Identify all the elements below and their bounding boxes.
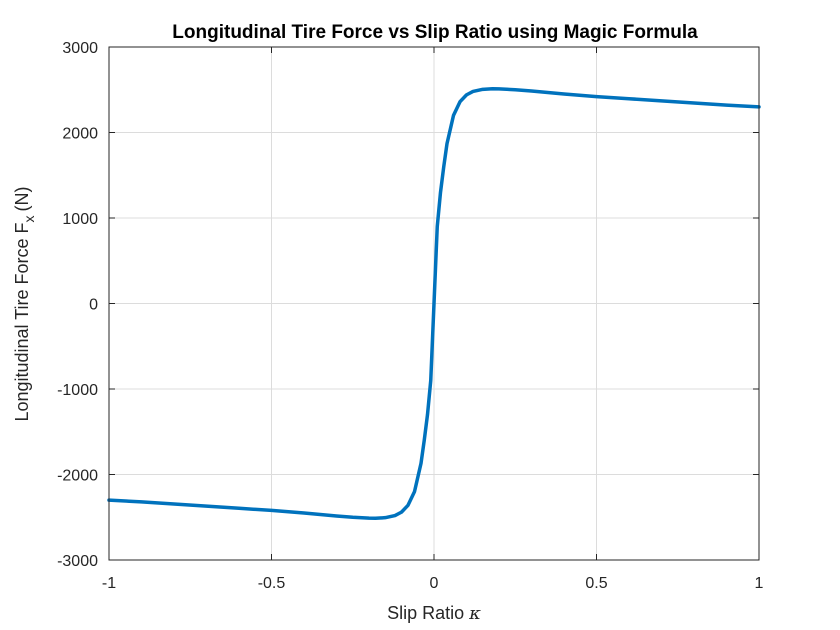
y-tick-label: 3000 [62,40,98,57]
y-axis-label: Longitudinal Tire Force Fx (N) [12,186,37,421]
x-axis: -1 -0.5 0 0.5 1 [102,47,764,592]
x-tick-label: -0.5 [258,575,286,592]
y-axis: -3000 -2000 -1000 0 1000 2000 3000 [57,40,759,570]
y-tick-label: 1000 [62,211,98,228]
x-axis-label-symbol: κ [468,603,481,624]
series-line-0 [107,86,761,521]
x-tick-label: 0.5 [585,575,607,592]
x-tick-label: 0 [430,575,439,592]
y-tick-label: -2000 [57,468,98,485]
y-tick-label: -3000 [57,553,98,570]
y-axis-label-unit: (N) [12,186,32,211]
x-tick-label: -1 [102,575,116,592]
x-axis-label: Slip Ratio κ [387,603,481,624]
y-tick-label: 2000 [62,126,98,143]
plot-area [107,86,761,521]
chart-title: Longitudinal Tire Force vs Slip Ratio us… [172,22,698,43]
x-axis-label-text: Slip Ratio [387,603,464,623]
y-axis-label-subscript: x [21,215,37,222]
y-tick-label: -1000 [57,382,98,399]
x-tick-label: 1 [755,575,764,592]
y-tick-label: 0 [89,297,98,314]
y-axis-label-text: Longitudinal Tire Force F [12,222,32,421]
